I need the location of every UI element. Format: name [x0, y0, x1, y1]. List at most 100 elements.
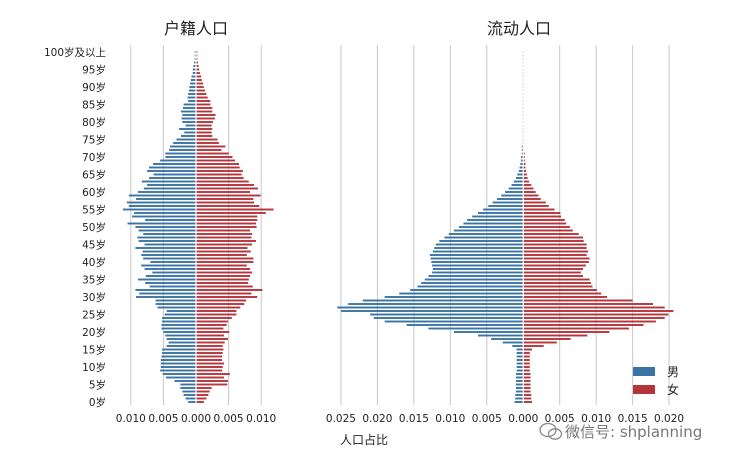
bar-male [192, 72, 196, 74]
y-tick-label: 45岁 [82, 239, 106, 252]
bar-female [196, 320, 228, 323]
right-x-ticks: 0.025 0.020 0.015 0.010 0.005 0.000 0.005 0.010… [326, 413, 684, 425]
bar-male [424, 278, 524, 281]
bar-female [523, 334, 588, 337]
bar-female [196, 117, 215, 120]
bar-female [523, 324, 644, 326]
x-axis-label: 人口占比 [340, 432, 388, 447]
bar-male [488, 205, 524, 207]
bar-female [523, 373, 531, 375]
bar-male [166, 310, 196, 312]
bar-male [155, 303, 196, 305]
bar-female [523, 355, 530, 358]
bar-male [432, 271, 524, 274]
bar-male [435, 243, 524, 246]
bar-male [516, 355, 524, 358]
x-tick-label: 0.025 [326, 413, 356, 425]
y-tick-label: 85岁 [82, 99, 106, 112]
x-tick-label: 0.010 [581, 413, 611, 425]
bar-male [188, 89, 196, 92]
bar-male [362, 299, 524, 302]
bar-female [523, 383, 531, 386]
bar-male [512, 345, 524, 347]
x-tick-label: 0.005 [214, 413, 244, 425]
bar-male [144, 243, 196, 246]
bar-female [523, 338, 571, 340]
bar-male [181, 117, 196, 120]
bar-female [523, 163, 526, 165]
bar-female [196, 317, 232, 319]
bar-female [523, 264, 586, 267]
bar-female [196, 177, 244, 179]
bar-female [523, 240, 584, 242]
bar-male [521, 145, 524, 148]
bar-female [523, 397, 532, 400]
bar-female [196, 121, 213, 123]
bar-male [515, 373, 524, 375]
bar-female [196, 390, 210, 393]
bar-male [516, 366, 524, 368]
bar-female [523, 173, 527, 176]
bar-female [523, 177, 528, 179]
y-tick-label: 30岁 [82, 291, 106, 304]
bar-female [196, 289, 263, 291]
bar-female [523, 275, 584, 277]
legend-swatch-female [633, 385, 655, 394]
bar-female [196, 124, 212, 127]
bar-male [189, 86, 196, 88]
bar-male [126, 201, 196, 204]
bar-male [183, 103, 196, 106]
y-tick-label: 70岁 [82, 151, 106, 164]
bar-male [180, 383, 196, 386]
bar-male [188, 93, 196, 95]
bar-female [523, 380, 531, 382]
bar-male [181, 135, 196, 137]
bar-male [463, 222, 524, 225]
bar-female [523, 306, 665, 309]
bar-male [491, 338, 524, 340]
bar-female [196, 138, 218, 141]
bar-male [194, 58, 196, 60]
bar-female [523, 292, 602, 295]
bar-male [517, 173, 524, 176]
bar-male [180, 387, 196, 389]
bar-male [138, 240, 196, 242]
bar-male [410, 289, 524, 291]
bar-male [188, 100, 196, 102]
bar-male [183, 394, 196, 396]
bar-male [516, 352, 524, 354]
bar-female [523, 152, 525, 155]
bar-male [135, 247, 196, 249]
x-tick-label: 0.010 [116, 413, 146, 425]
bar-male [518, 170, 524, 172]
bar-male [431, 261, 524, 263]
bar-male [472, 215, 524, 218]
y-tick-label: 55岁 [82, 204, 106, 217]
bar-female [196, 135, 213, 137]
bar-female [196, 128, 213, 130]
bar-male [157, 306, 196, 309]
bar-male [513, 180, 524, 183]
bar-male [127, 222, 196, 225]
bar-female [196, 394, 209, 396]
bar-male [136, 296, 196, 298]
bar-female [196, 341, 225, 344]
bar-male [516, 362, 524, 365]
bar-male [406, 324, 524, 326]
bar-female [523, 222, 567, 225]
bar-female [196, 313, 237, 316]
bar-male [162, 320, 196, 323]
bar-male [166, 338, 196, 340]
bar-female [196, 145, 226, 148]
bar-male [166, 376, 196, 379]
bar-male [185, 397, 196, 400]
bar-male [337, 306, 524, 309]
bar-female [523, 313, 669, 316]
bar-female [196, 51, 198, 53]
bar-male [384, 296, 524, 298]
bar-male [149, 166, 196, 169]
chart-title-left: 户籍人口 [164, 19, 228, 38]
bar-male [135, 226, 196, 228]
